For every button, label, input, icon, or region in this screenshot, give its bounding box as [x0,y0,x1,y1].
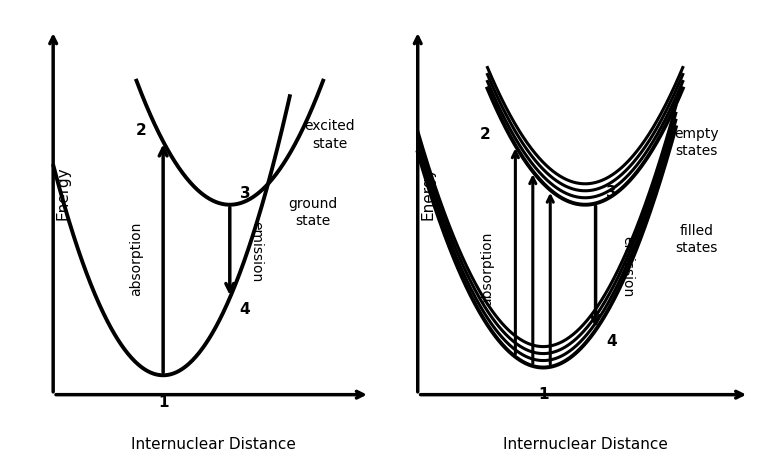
Text: Energy: Energy [56,166,71,220]
Text: 4: 4 [239,302,250,317]
Text: 3: 3 [239,186,250,201]
Text: Internuclear Distance: Internuclear Distance [131,437,295,453]
Text: 4: 4 [606,334,617,349]
Text: 2: 2 [136,122,146,138]
Text: emission: emission [620,236,634,297]
Text: Internuclear Distance: Internuclear Distance [503,437,667,453]
Text: emission: emission [250,221,264,282]
Text: 2: 2 [480,127,491,142]
Text: filled
states: filled states [676,224,718,255]
Text: Energy: Energy [421,166,436,220]
Text: absorption: absorption [129,221,143,296]
Text: 1: 1 [538,387,549,402]
Text: ground
state: ground state [288,197,338,228]
Text: excited
state: excited state [305,119,355,151]
Text: empty
states: empty states [674,127,719,158]
Text: 3: 3 [606,184,617,199]
Text: 1: 1 [158,395,168,410]
Text: absorption: absorption [480,232,494,306]
